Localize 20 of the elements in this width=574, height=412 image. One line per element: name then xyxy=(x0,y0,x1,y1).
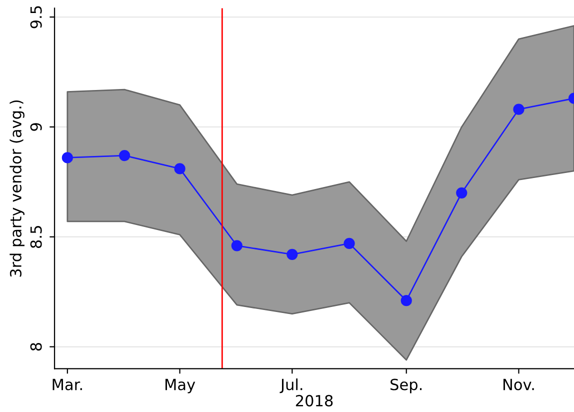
point xyxy=(344,238,355,249)
x-tick-label: May xyxy=(166,378,196,394)
point xyxy=(231,240,242,252)
point xyxy=(118,150,130,162)
y-tick-label: 8.5 xyxy=(30,226,42,248)
y-tick-label: 9 xyxy=(30,123,42,131)
point xyxy=(400,295,412,306)
x-tick-label: Mar. xyxy=(52,378,82,390)
y-tick-label: 8 xyxy=(30,342,42,351)
point xyxy=(456,187,468,198)
x-tick-label: Nov. xyxy=(503,378,534,390)
x-tick-label: Jul. xyxy=(280,378,302,394)
point xyxy=(62,152,73,164)
point xyxy=(174,163,186,174)
x-tick-label: Sep. xyxy=(390,378,422,394)
y-axis-title: 3rd party vendor (avg.) xyxy=(10,100,24,277)
point xyxy=(513,104,524,115)
y-tick-label: 9.5 xyxy=(30,6,42,28)
x-axis-title: 2018 xyxy=(296,394,333,406)
point xyxy=(286,248,298,260)
